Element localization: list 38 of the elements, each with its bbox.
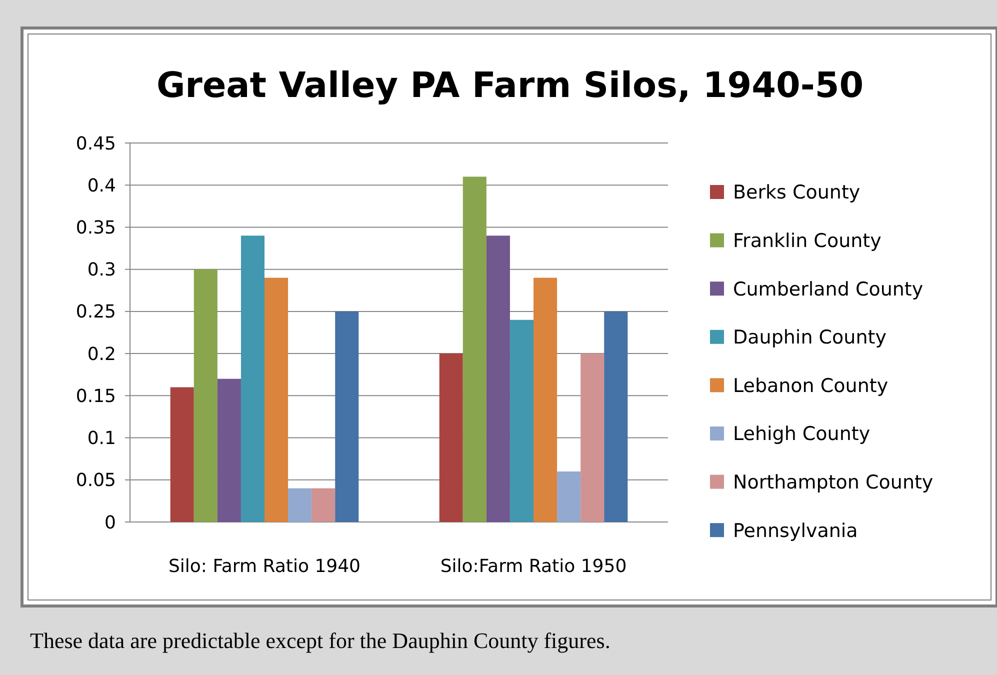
- legend-label: Berks County: [733, 182, 860, 204]
- bar: [240, 236, 264, 522]
- y-tick-label: 0: [104, 512, 116, 534]
- chart-title: Great Valley PA Farm Silos, 1940-50: [156, 66, 864, 106]
- x-tick-label: Silo: Farm Ratio 1940: [168, 556, 361, 577]
- bar: [264, 278, 288, 522]
- y-tick-label: 0.2: [87, 344, 116, 365]
- bar: [462, 176, 486, 522]
- legend-label: Franklin County: [733, 230, 882, 252]
- y-tick-label: 0.4: [87, 175, 116, 196]
- legend-label: Pennsylvania: [733, 520, 858, 542]
- bar: [510, 320, 534, 522]
- bar: [439, 354, 463, 522]
- bar: [486, 236, 510, 522]
- legend-label: Cumberland County: [733, 278, 924, 300]
- legend-label: Lehigh County: [733, 423, 870, 446]
- x-tick-label: Silo:Farm Ratio 1950: [440, 556, 627, 577]
- bar: [170, 387, 194, 522]
- y-tick-label: 0.35: [76, 218, 116, 239]
- bar: [557, 471, 581, 522]
- y-tick-label: 0.25: [76, 302, 116, 323]
- y-tick-label: 0.45: [76, 133, 116, 154]
- y-tick-label: 0.3: [87, 260, 116, 281]
- legend-label: Lebanon County: [733, 374, 888, 397]
- bar: [194, 269, 218, 522]
- legend-label: Dauphin County: [733, 326, 886, 349]
- y-tick-label: 0.1: [87, 428, 116, 450]
- text: These data are predictable except for the Dauphin County figures.: [30, 628, 610, 653]
- bar: [312, 488, 336, 522]
- bar: [217, 378, 241, 522]
- bar: [580, 354, 604, 522]
- bar: [288, 488, 312, 522]
- bar: [604, 311, 628, 522]
- bar: [534, 278, 558, 522]
- y-tick-label: 0.05: [76, 470, 116, 492]
- y-tick-label: 0.15: [76, 386, 116, 407]
- legend-label: Northampton County: [733, 471, 934, 494]
- bar: [335, 311, 359, 522]
